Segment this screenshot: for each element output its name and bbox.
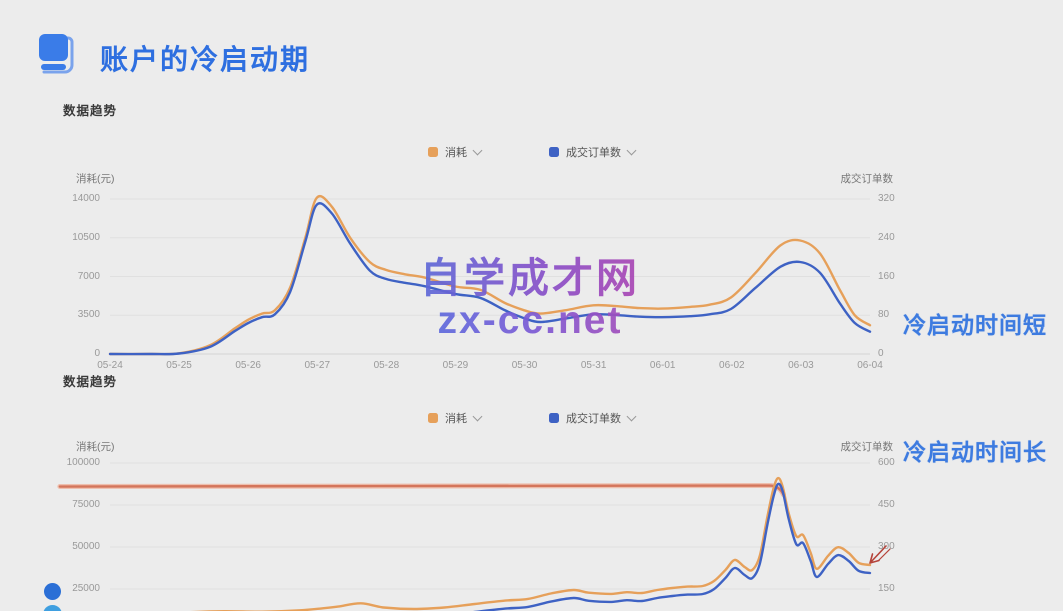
chart1-legend: 消耗 成交订单数 — [0, 144, 1063, 160]
chevron-down-icon[interactable] — [472, 411, 483, 422]
y-axis-tick-left: 0 — [94, 348, 100, 359]
chart1-left-axis-title: 消耗(元) — [76, 173, 115, 185]
y-axis-tick-left: 25000 — [72, 583, 100, 594]
annotation-cold-start-short: 冷启动时间短 — [903, 312, 1047, 338]
y-axis-tick-right: 320 — [878, 193, 895, 204]
chevron-down-icon[interactable] — [626, 411, 637, 422]
chart1-right-axis-title: 成交订单数 — [840, 173, 894, 185]
decorative-dot — [44, 583, 61, 600]
y-axis-tick-left: 14000 — [72, 193, 100, 204]
consumption-swatch-icon — [428, 413, 438, 423]
legend-item-consumption[interactable]: 消耗 — [428, 144, 483, 160]
x-axis-tick: 06-04 — [857, 360, 883, 371]
x-axis-tick: 05-30 — [511, 360, 538, 371]
trend-chart-1 — [108, 194, 872, 356]
y-axis-tick-left: 50000 — [72, 541, 100, 552]
annotation-cold-start-long: 冷启动时间长 — [903, 439, 1047, 465]
chevron-down-icon[interactable] — [472, 145, 483, 156]
chevron-down-icon[interactable] — [626, 145, 637, 156]
legend-item-orders[interactable]: 成交订单数 — [549, 144, 637, 160]
y-axis-tick-right: 450 — [878, 499, 895, 510]
x-axis-tick: 05-28 — [373, 360, 400, 371]
y-axis-tick-right: 160 — [878, 270, 895, 282]
trend-chart-2 — [57, 462, 891, 611]
y-axis-tick-left: 10500 — [72, 231, 100, 243]
x-axis-tick: 05-31 — [580, 360, 607, 371]
section-label-data-trend-2: 数据趋势 — [63, 375, 118, 389]
legend-item-consumption[interactable]: 消耗 — [428, 410, 483, 426]
legend-label: 消耗 — [445, 413, 467, 425]
book-icon — [39, 34, 74, 74]
legend-item-orders[interactable]: 成交订单数 — [549, 410, 637, 426]
legend-label: 消耗 — [445, 147, 467, 159]
y-axis-tick-right: 600 — [878, 457, 895, 468]
decorative-dot — [43, 605, 62, 611]
x-axis-tick: 06-02 — [719, 360, 745, 371]
y-axis-tick-right: 150 — [878, 583, 895, 594]
y-axis-tick-right: 80 — [878, 309, 890, 321]
red-arrow-annotation — [869, 545, 891, 564]
chart2-right-axis-title: 成交订单数 — [840, 441, 894, 453]
orders-swatch-icon — [549, 413, 559, 423]
x-axis-tick: 05-25 — [166, 360, 192, 371]
legend-label: 成交订单数 — [566, 147, 621, 159]
x-axis-tick: 05-26 — [235, 360, 261, 371]
x-axis-tick: 05-29 — [442, 360, 469, 371]
chart2-legend: 消耗 成交订单数 — [0, 410, 1063, 426]
y-axis-tick-left: 75000 — [72, 499, 100, 510]
x-axis-tick: 05-27 — [304, 360, 331, 371]
chart2-left-axis-title: 消耗(元) — [76, 441, 115, 453]
section-label-data-trend-1: 数据趋势 — [63, 104, 118, 118]
consumption-swatch-icon — [428, 147, 438, 157]
y-axis-tick-right: 0 — [878, 348, 884, 359]
y-axis-tick-left: 7000 — [77, 270, 100, 282]
y-axis-tick-right: 240 — [878, 231, 895, 243]
page-title: 账户的冷启动期 — [100, 44, 311, 75]
legend-label: 成交订单数 — [566, 413, 621, 425]
y-axis-tick-left: 100000 — [66, 457, 100, 468]
x-axis-tick: 05-24 — [97, 360, 123, 371]
x-axis-tick: 06-01 — [649, 360, 676, 371]
x-axis-tick: 06-03 — [788, 360, 814, 371]
orders-swatch-icon — [549, 147, 559, 157]
y-axis-tick-left: 3500 — [77, 309, 100, 321]
